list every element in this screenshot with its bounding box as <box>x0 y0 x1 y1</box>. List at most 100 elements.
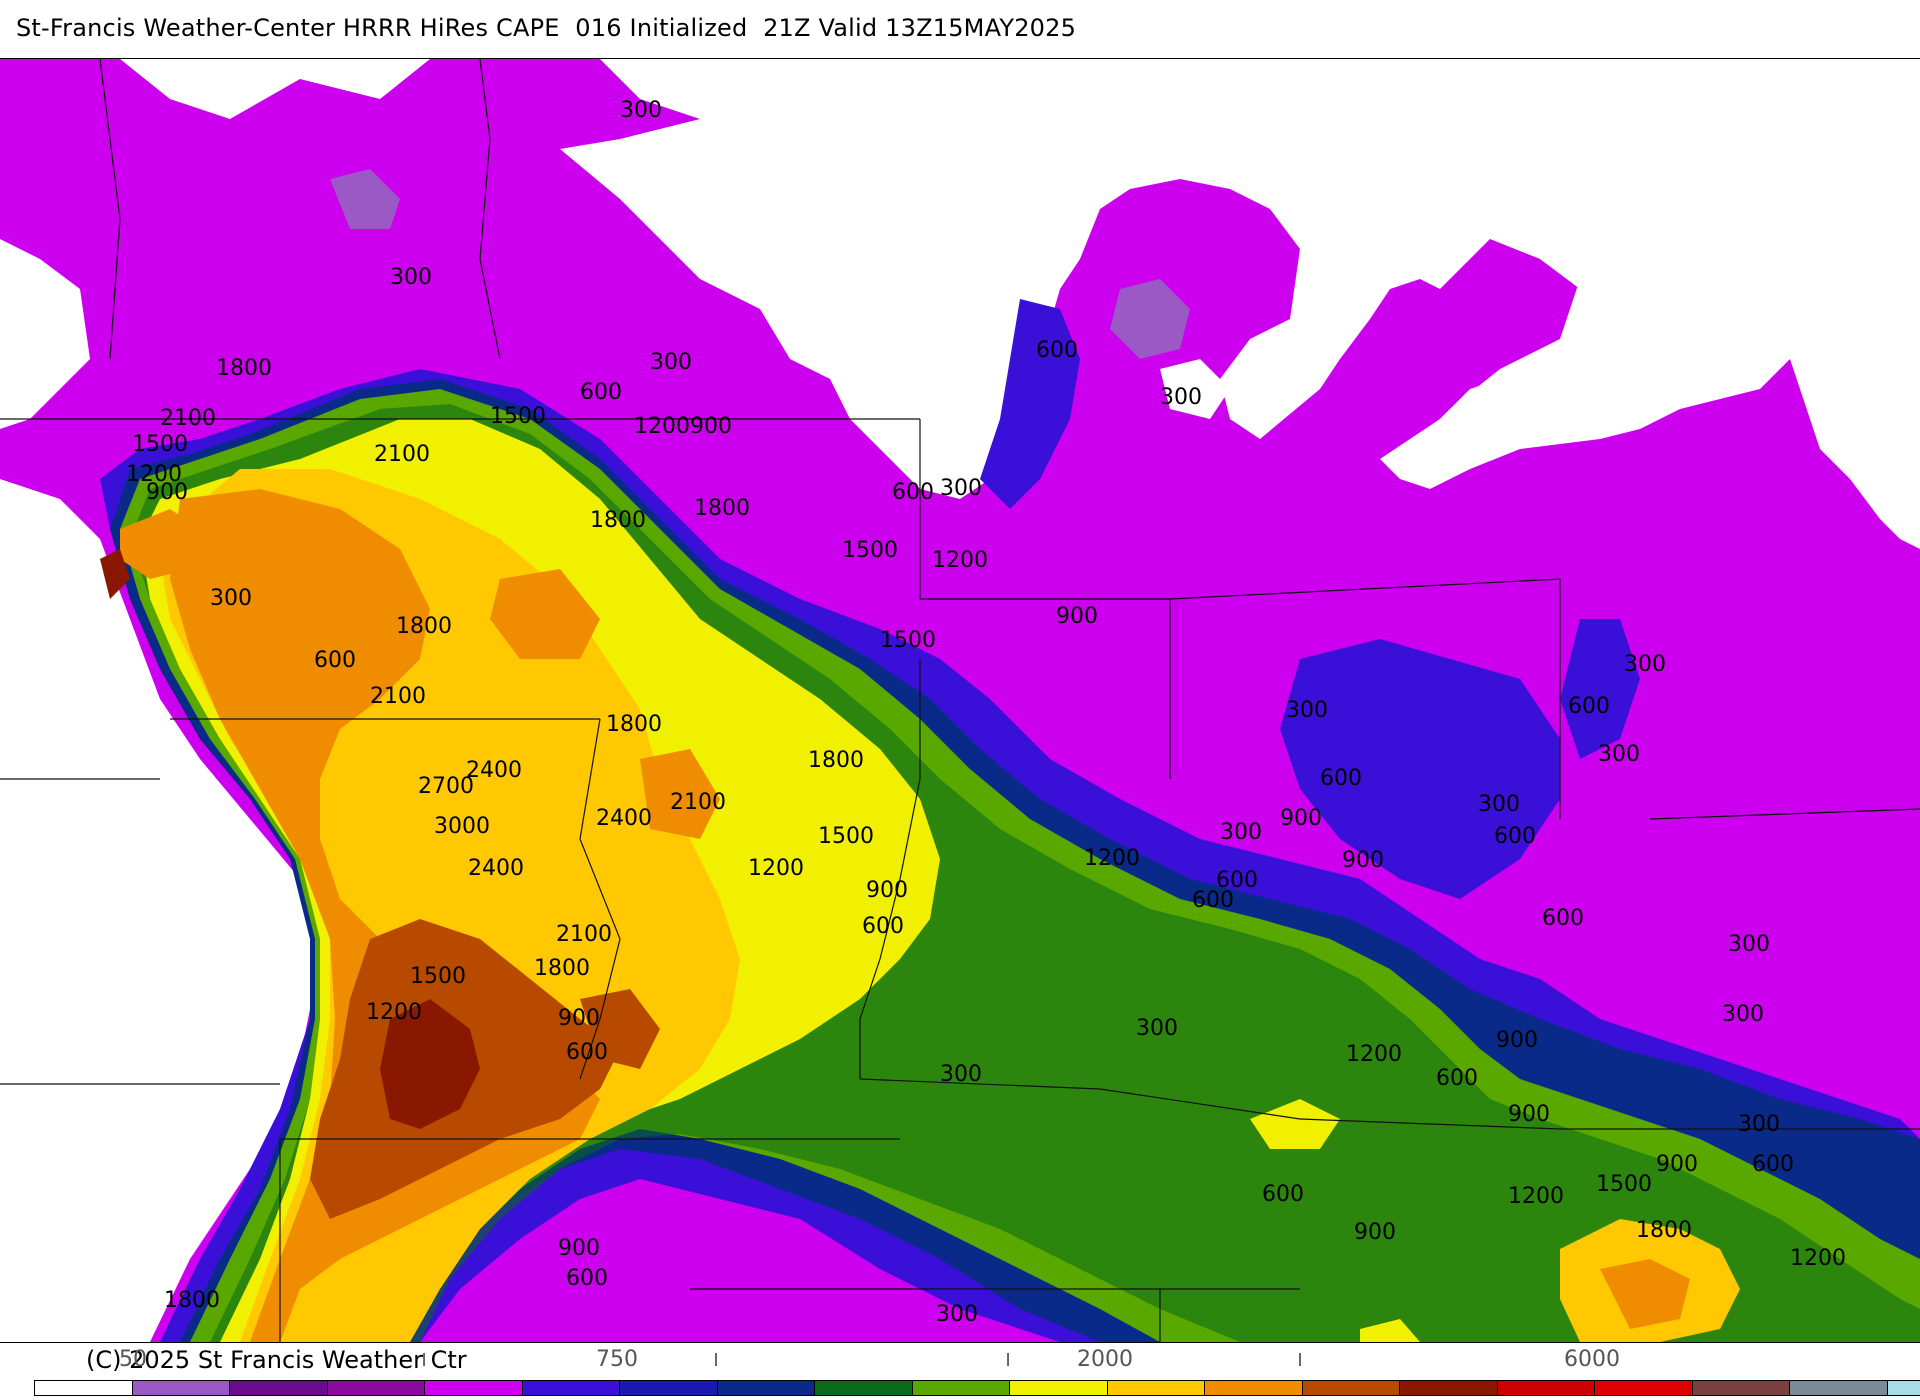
contour-label: 600 <box>1036 338 1078 363</box>
contour-label: 2700 <box>418 774 474 799</box>
cape-map: 300 300 300 600 300 600 1800 2100 1500 2… <box>0 58 1920 1343</box>
contour-label: 900 <box>690 414 732 439</box>
colorbar-swatch <box>230 1381 328 1395</box>
contour-label: 1800 <box>164 1288 220 1313</box>
contour-label: 600 <box>580 380 622 405</box>
contour-label: 1500 <box>842 538 898 563</box>
contour-label: 1500 <box>410 964 466 989</box>
colorbar-swatch <box>132 1381 230 1395</box>
colorbar-swatch <box>1790 1381 1888 1395</box>
contour-label: 900 <box>1496 1028 1538 1053</box>
contour-label: 600 <box>314 648 356 673</box>
colorbar-tick-label: 750 <box>596 1347 638 1372</box>
contour-label: 1500 <box>490 404 546 429</box>
contour-label: 300 <box>936 1302 978 1327</box>
contour-label: 300 <box>1136 1016 1178 1041</box>
contour-label: 1800 <box>808 748 864 773</box>
contour-label: 2400 <box>468 856 524 881</box>
contour-label: 300 <box>1624 652 1666 677</box>
contour-label: 300 <box>1220 820 1262 845</box>
contour-label: 1500 <box>132 432 188 457</box>
colorbar-swatch <box>327 1381 425 1395</box>
colorbar-swatch <box>1010 1381 1108 1395</box>
contour-label: 2400 <box>596 806 652 831</box>
colorbar-minor-mark: I <box>1005 1350 1011 1371</box>
contour-label: 1800 <box>216 356 272 381</box>
cape-map-canvas: 300 300 300 600 300 600 1800 2100 1500 2… <box>0 59 1920 1342</box>
contour-label: 1200 <box>1346 1042 1402 1067</box>
colorbar-swatch <box>35 1381 133 1395</box>
contour-label: 1200 <box>634 414 690 439</box>
colorbar-swatch <box>815 1381 913 1395</box>
contour-label: 300 <box>620 98 662 123</box>
contour-label: 1800 <box>1636 1218 1692 1243</box>
colorbar-tick-label: 2000 <box>1077 1347 1133 1372</box>
contour-label: 1800 <box>606 712 662 737</box>
contour-label: 3000 <box>434 814 490 839</box>
contour-label: 1200 <box>1790 1246 1846 1271</box>
contour-label: 1200 <box>366 1000 422 1025</box>
contour-label: 600 <box>1192 888 1234 913</box>
contour-label: 600 <box>1542 906 1584 931</box>
contour-label: 600 <box>1752 1152 1794 1177</box>
contour-label: 900 <box>1354 1220 1396 1245</box>
contour-label: 1500 <box>818 824 874 849</box>
map-title: St-Francis Weather-Center HRRR HiRes CAP… <box>16 14 1077 42</box>
colorbar-swatch <box>1497 1381 1595 1395</box>
contour-label: 600 <box>1494 824 1536 849</box>
contour-label: 1200 <box>1084 846 1140 871</box>
contour-label: 1200 <box>748 856 804 881</box>
contour-label: 300 <box>1728 932 1770 957</box>
contour-label: 1800 <box>590 508 646 533</box>
copyright-text: (C) 2025 St Francis Weather Ctr <box>86 1346 467 1374</box>
colorbar-swatch <box>1302 1381 1400 1395</box>
contour-label: 2100 <box>374 442 430 467</box>
colorbar-swatch <box>522 1381 620 1395</box>
contour-label: 900 <box>146 480 188 505</box>
colorbar-minor-mark: I <box>713 1350 719 1371</box>
colorbar-swatch <box>1107 1381 1205 1395</box>
colorbar-swatch <box>1205 1381 1303 1395</box>
contour-label: 900 <box>1280 806 1322 831</box>
contour-label: 900 <box>1508 1102 1550 1127</box>
contour-label: 2100 <box>556 922 612 947</box>
contour-label: 1200 <box>1508 1184 1564 1209</box>
colorbar-swatch <box>1887 1381 1920 1395</box>
contour-label: 1200 <box>126 462 182 487</box>
contour-label: 2100 <box>160 406 216 431</box>
contour-label: 600 <box>566 1266 608 1291</box>
contour-label: 300 <box>940 476 982 501</box>
contour-label: 1800 <box>694 496 750 521</box>
colorbar-minor-mark: I <box>421 1350 427 1371</box>
contour-label: 600 <box>862 914 904 939</box>
colorbar-swatch <box>1400 1381 1498 1395</box>
contour-label: 300 <box>210 586 252 611</box>
contour-label: 300 <box>1286 698 1328 723</box>
contour-label: 300 <box>940 1062 982 1087</box>
contour-label: 300 <box>650 350 692 375</box>
contour-label: 600 <box>1436 1066 1478 1091</box>
contour-label: 600 <box>1320 766 1362 791</box>
contour-label: 900 <box>1656 1152 1698 1177</box>
contour-label: 600 <box>892 480 934 505</box>
contour-label: 1500 <box>880 628 936 653</box>
contour-label: 1800 <box>534 956 590 981</box>
contour-label: 300 <box>390 265 432 290</box>
contour-label: 2400 <box>466 758 522 783</box>
contour-label: 300 <box>1160 385 1202 410</box>
contour-label: 600 <box>1262 1182 1304 1207</box>
colorbar-swatch <box>717 1381 815 1395</box>
contour-label: 600 <box>1568 694 1610 719</box>
contour-label: 900 <box>1342 848 1384 873</box>
colorbar-minor-mark: I <box>1297 1350 1303 1371</box>
contour-label: 300 <box>1598 742 1640 767</box>
contour-label: 1200 <box>932 548 988 573</box>
contour-labels: 300 300 300 600 300 600 1800 2100 1500 2… <box>126 98 1846 1327</box>
contour-label: 300 <box>1738 1112 1780 1137</box>
contour-label: 900 <box>866 878 908 903</box>
colorbar-swatch <box>1692 1381 1790 1395</box>
contour-label: 300 <box>1478 792 1520 817</box>
contour-label: 2100 <box>370 684 426 709</box>
contour-label: 900 <box>1056 604 1098 629</box>
contour-label: 600 <box>1216 868 1258 893</box>
